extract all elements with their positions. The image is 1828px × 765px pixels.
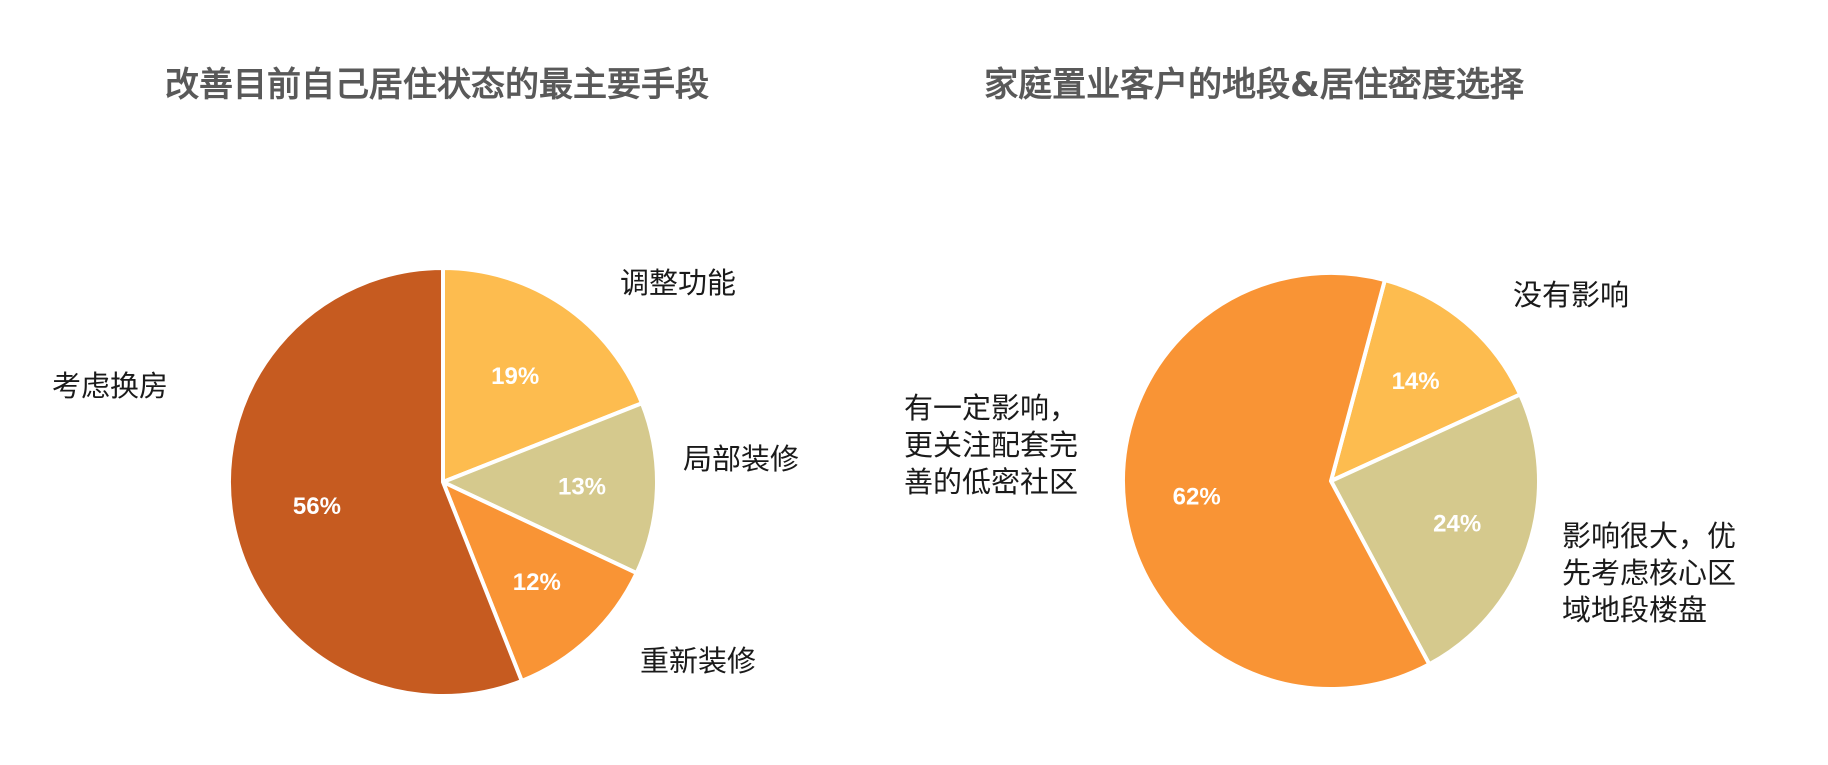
- slice-percent-label: 19%: [491, 363, 539, 390]
- pie-slice: [1329, 392, 1541, 667]
- slice-percent-label: 24%: [1433, 511, 1481, 538]
- slice-category-label: 考虑换房: [52, 369, 168, 403]
- pie-slice: [1120, 271, 1432, 691]
- chart-title-1: 改善目前自己居住状态的最主要手段: [165, 65, 709, 105]
- slice-percent-label: 13%: [558, 473, 606, 500]
- slice-category-label: 有一定影响，更关注配套完善的低密社区: [904, 391, 1078, 499]
- pie-slice: [441, 266, 644, 484]
- slice-percent-label: 14%: [1392, 368, 1440, 395]
- chart-title-2: 家庭置业客户的地段&居住密度选择: [984, 65, 1525, 105]
- slice-percent-label: 62%: [1173, 484, 1221, 511]
- pie-slice: [227, 266, 524, 698]
- pie-slice: [441, 401, 659, 576]
- slice-category-label: 没有影响: [1513, 278, 1629, 312]
- slice-percent-label: 12%: [513, 569, 561, 596]
- slice-category-label: 重新装修: [640, 644, 756, 678]
- slice-category-label: 局部装修: [683, 442, 799, 476]
- slice-category-label: 调整功能: [620, 266, 736, 300]
- slice-percent-label: 56%: [293, 493, 341, 520]
- pie-slice: [441, 480, 639, 683]
- slice-category-label: 影响很大，优先考虑核心区域地段楼盘: [1562, 519, 1736, 627]
- pie-slice: [1329, 278, 1523, 483]
